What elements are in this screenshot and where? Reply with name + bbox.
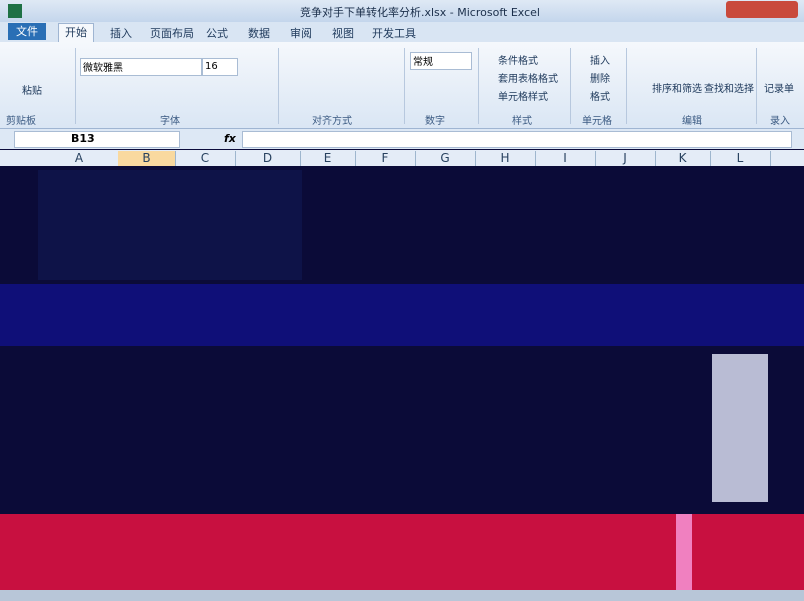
group-label: 字体 xyxy=(160,112,180,127)
font-name-box[interactable]: 微软雅黑 xyxy=(80,58,202,76)
insert-button[interactable]: 插入 xyxy=(590,52,610,67)
ribbon-tab[interactable]: 审阅 xyxy=(290,25,312,41)
separator xyxy=(478,48,479,124)
excel-icon xyxy=(8,4,22,18)
record-form-button[interactable]: 记录单 xyxy=(764,80,794,95)
separator xyxy=(404,48,405,124)
paste-button[interactable]: 粘贴 xyxy=(22,82,42,97)
sort-filter-button[interactable]: 排序和筛选 xyxy=(652,80,702,95)
separator xyxy=(570,48,571,124)
column-header[interactable]: I xyxy=(535,151,596,166)
glitch-band xyxy=(0,284,804,346)
table-region xyxy=(38,170,302,280)
font-size: 16 xyxy=(205,61,218,72)
status-bar xyxy=(0,590,804,601)
group-label: 数字 xyxy=(425,112,445,127)
column-header[interactable]: G xyxy=(415,151,476,166)
font-size-box[interactable]: 16 xyxy=(202,58,238,76)
separator xyxy=(756,48,757,124)
column-header[interactable]: E xyxy=(300,151,356,166)
separator xyxy=(626,48,627,124)
find-select-button[interactable]: 查找和选择 xyxy=(704,80,754,95)
group-label: 编辑 xyxy=(682,112,702,127)
group-label: 剪贴板 xyxy=(6,112,36,127)
sheet-area xyxy=(0,166,804,514)
window-controls[interactable] xyxy=(726,1,798,18)
column-header[interactable]: C xyxy=(175,151,236,166)
column-header[interactable]: L xyxy=(710,151,771,166)
column-header[interactable]: B xyxy=(118,151,176,166)
table-format-button[interactable]: 套用表格格式 xyxy=(498,70,558,85)
group-label: 单元格 xyxy=(582,112,612,127)
column-header[interactable]: J xyxy=(595,151,656,166)
ribbon-tab[interactable]: 数据 xyxy=(248,25,270,41)
cell-ref: B13 xyxy=(71,132,95,145)
title-bar: 竞争对手下单转化率分析.xlsx - Microsoft Excel xyxy=(0,0,804,22)
window-title: 竞争对手下单转化率分析.xlsx - Microsoft Excel xyxy=(300,4,540,20)
glitch-stripe xyxy=(676,514,692,590)
glitch-column xyxy=(712,354,768,502)
format-button[interactable]: 格式 xyxy=(590,88,610,103)
group-label: 录入 xyxy=(770,112,790,127)
formula-input[interactable] xyxy=(242,131,792,148)
ribbon-tab[interactable]: 开始 xyxy=(58,23,94,42)
number-format-box[interactable]: 常规 xyxy=(410,52,472,70)
delete-button[interactable]: 删除 xyxy=(590,70,610,85)
ribbon-tab[interactable]: 开发工具 xyxy=(372,25,416,41)
separator xyxy=(278,48,279,124)
column-header[interactable]: K xyxy=(655,151,711,166)
ribbon-tab[interactable]: 视图 xyxy=(332,25,354,41)
cell-style-button[interactable]: 单元格样式 xyxy=(498,88,548,103)
glitch-red-region xyxy=(0,514,804,590)
ribbon-tab[interactable]: 公式 xyxy=(206,25,228,41)
separator xyxy=(75,48,76,124)
column-header[interactable]: D xyxy=(235,151,301,166)
column-header[interactable]: H xyxy=(475,151,536,166)
conditional-format-button[interactable]: 条件格式 xyxy=(498,52,538,67)
page: 竞争对手下单转化率分析.xlsx - Microsoft Excel 文件开始插… xyxy=(0,0,804,601)
ribbon-tab[interactable]: 插入 xyxy=(110,25,132,41)
column-header[interactable]: A xyxy=(40,151,119,166)
number-format: 常规 xyxy=(413,57,433,68)
name-box[interactable]: B13 xyxy=(14,131,180,148)
group-label: 对齐方式 xyxy=(312,112,352,127)
group-label: 样式 xyxy=(512,112,532,127)
ribbon-tab[interactable]: 文件 xyxy=(8,23,46,40)
ribbon-tabs: 文件开始插入 页面布局公式 数据 审阅 视图 开发工具 xyxy=(0,22,804,42)
formula-bar: B13 fx xyxy=(0,129,804,149)
column-header[interactable]: F xyxy=(355,151,416,166)
ribbon-tab[interactable]: 页面布局 xyxy=(150,25,194,41)
fx-label: fx xyxy=(224,132,236,145)
font-name: 微软雅黑 xyxy=(83,63,123,74)
